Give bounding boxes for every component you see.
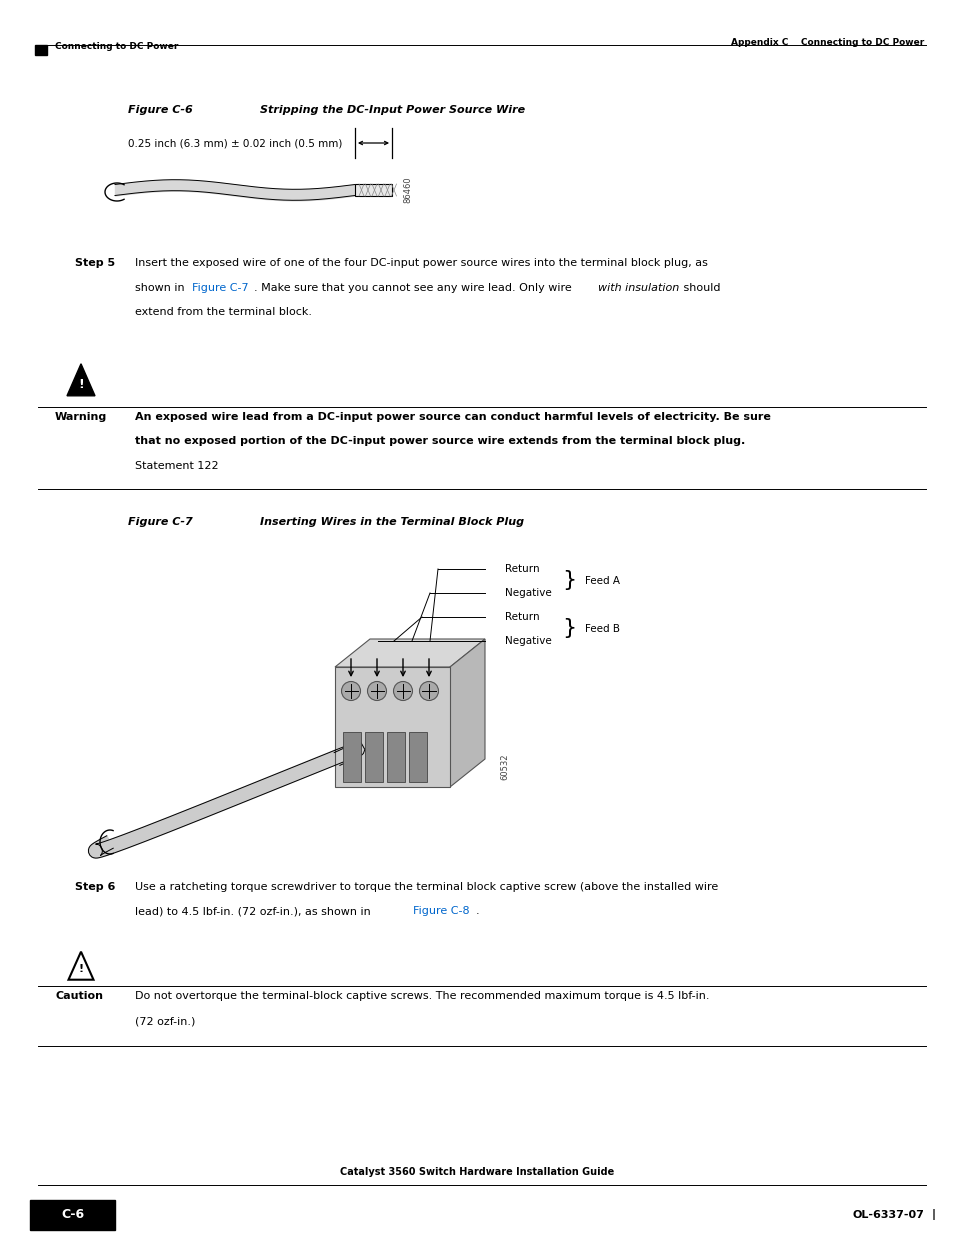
Text: !: ! [78, 965, 84, 974]
Polygon shape [450, 638, 484, 787]
Text: Figure C-7: Figure C-7 [128, 517, 193, 527]
Bar [355, 184, 392, 196]
Text: 60532: 60532 [500, 753, 509, 781]
Text: Return: Return [504, 613, 539, 622]
Text: Return: Return [504, 564, 539, 574]
Text: }: } [561, 618, 576, 638]
Polygon shape [69, 952, 93, 979]
Text: Use a ratcheting torque screwdriver to torque the terminal block captive screw (: Use a ratcheting torque screwdriver to t… [135, 882, 718, 892]
Text: Warning: Warning [55, 412, 107, 422]
Bar [343, 732, 360, 782]
Text: lead) to 4.5 lbf-in. (72 ozf-in.), as shown in: lead) to 4.5 lbf-in. (72 ozf-in.), as sh… [135, 906, 374, 916]
Bar [365, 732, 382, 782]
Text: Stripping the DC-Input Power Source Wire: Stripping the DC-Input Power Source Wire [260, 105, 524, 115]
Text: |: | [931, 1209, 935, 1220]
Circle shape [393, 682, 412, 700]
Text: Negative: Negative [504, 588, 551, 598]
Circle shape [341, 682, 360, 700]
Polygon shape [89, 742, 364, 858]
Text: with insulation: with insulation [597, 283, 678, 293]
Bar [387, 732, 405, 782]
Text: Feed A: Feed A [584, 576, 619, 585]
Text: Step 6: Step 6 [75, 882, 115, 892]
Text: Insert the exposed wire of one of the four DC-input power source wires into the : Insert the exposed wire of one of the fo… [135, 258, 707, 268]
Text: Connecting to DC Power: Connecting to DC Power [55, 42, 178, 51]
Circle shape [367, 682, 386, 700]
Text: Negative: Negative [504, 636, 551, 646]
Text: 86460: 86460 [403, 177, 412, 204]
Polygon shape [67, 364, 95, 395]
Text: Feed B: Feed B [584, 624, 619, 634]
Text: Appendix C    Connecting to DC Power: Appendix C Connecting to DC Power [730, 38, 923, 47]
Text: 0.25 inch (6.3 mm) ± 0.02 inch (0.5 mm): 0.25 inch (6.3 mm) ± 0.02 inch (0.5 mm) [128, 138, 342, 148]
Text: . Make sure that you cannot see any wire lead. Only wire: . Make sure that you cannot see any wire… [254, 283, 576, 293]
Text: extend from the terminal block.: extend from the terminal block. [135, 308, 312, 317]
Text: Figure C-7: Figure C-7 [193, 283, 249, 293]
Bar [35, 44, 47, 56]
Text: Do not overtorque the terminal-block captive screws. The recommended maximum tor: Do not overtorque the terminal-block cap… [135, 992, 709, 1002]
Text: !: ! [78, 378, 84, 390]
Text: Catalyst 3560 Switch Hardware Installation Guide: Catalyst 3560 Switch Hardware Installati… [339, 1167, 614, 1177]
Bar [30, 1200, 115, 1230]
Text: Inserting Wires in the Terminal Block Plug: Inserting Wires in the Terminal Block Pl… [260, 517, 523, 527]
Polygon shape [335, 638, 484, 667]
Text: C-6: C-6 [61, 1209, 84, 1221]
Text: should: should [679, 283, 720, 293]
Text: Statement 122: Statement 122 [135, 461, 218, 471]
Bar [409, 732, 427, 782]
Text: Step 5: Step 5 [75, 258, 115, 268]
Text: An exposed wire lead from a DC-input power source can conduct harmful levels of : An exposed wire lead from a DC-input pow… [135, 412, 770, 422]
Text: Figure C-6: Figure C-6 [128, 105, 193, 115]
Text: (72 ozf-in.): (72 ozf-in.) [135, 1016, 195, 1026]
Text: that no exposed portion of the DC-input power source wire extends from the termi: that no exposed portion of the DC-input … [135, 436, 744, 446]
Text: OL-6337-07: OL-6337-07 [851, 1210, 923, 1220]
Text: }: } [561, 571, 576, 590]
Text: .: . [476, 906, 479, 916]
Text: Figure C-8: Figure C-8 [413, 906, 469, 916]
Circle shape [419, 682, 438, 700]
Text: shown in: shown in [135, 283, 188, 293]
Text: Caution: Caution [55, 992, 103, 1002]
Bar [335, 667, 450, 787]
